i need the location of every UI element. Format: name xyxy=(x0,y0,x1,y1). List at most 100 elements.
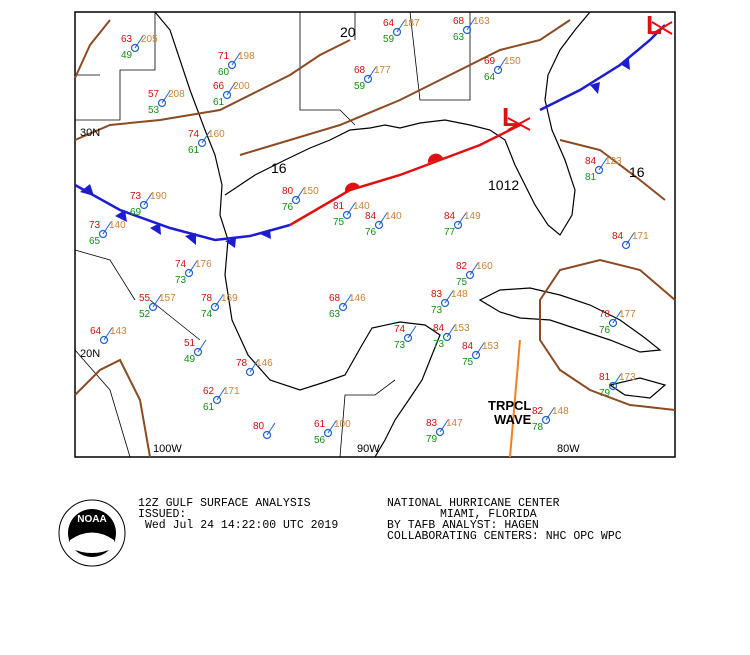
station-dewpoint: 76 xyxy=(365,227,377,238)
station-dewpoint: 75 xyxy=(333,217,345,228)
wind-barb xyxy=(295,187,305,201)
wind-barb xyxy=(346,202,356,216)
station-dewpoint: 77 xyxy=(444,227,456,238)
station-temp: 62 xyxy=(203,386,215,397)
location: MIAMI, FLORIDA xyxy=(440,508,537,521)
coastline xyxy=(478,287,662,353)
feature-label: TRPCL xyxy=(488,398,531,413)
station-temp: 57 xyxy=(148,89,160,100)
station-dewpoint: 73 xyxy=(175,275,187,286)
station-circle xyxy=(363,74,373,84)
station-temp: 84 xyxy=(462,341,474,352)
station-circle xyxy=(493,65,503,75)
station-circle xyxy=(442,332,452,342)
front-symbol xyxy=(80,184,271,248)
grid-label: 100W xyxy=(153,443,182,455)
station-temp: 55 xyxy=(139,293,151,304)
wind-barb xyxy=(407,325,417,339)
wind-barb xyxy=(249,359,259,373)
station-pressure: 140 xyxy=(385,211,402,222)
station-dewpoint: 79 xyxy=(599,388,611,399)
wind-barb xyxy=(598,157,608,171)
station-circle xyxy=(98,229,108,239)
station-pressure: 140 xyxy=(353,201,370,212)
station-dewpoint: 49 xyxy=(184,354,196,365)
station-dewpoint: 69 xyxy=(130,207,142,218)
station-pressure: 177 xyxy=(619,309,636,320)
issued-label: ISSUED: xyxy=(138,508,186,521)
wind-barb xyxy=(216,387,226,401)
wind-barb xyxy=(327,420,337,434)
low-marker xyxy=(507,21,673,131)
station-dewpoint: 61 xyxy=(213,97,225,108)
station-pressure: 146 xyxy=(349,293,366,304)
grid-label: 20N xyxy=(80,348,100,360)
wind-barb xyxy=(266,422,276,436)
wind-barb xyxy=(161,90,171,104)
wind-barb xyxy=(201,130,211,144)
station-dewpoint: 79 xyxy=(426,434,438,445)
isobar xyxy=(74,358,151,458)
station-dewpoint: 53 xyxy=(148,105,160,116)
station-temp: 66 xyxy=(213,81,225,92)
wind-barb xyxy=(612,310,622,324)
station-circle xyxy=(342,210,352,220)
wind-barb xyxy=(197,339,207,353)
station-temp: 82 xyxy=(456,261,468,272)
wind-barb xyxy=(152,294,162,308)
station-temp: 51 xyxy=(184,338,196,349)
station-dewpoint: 64 xyxy=(484,72,496,83)
isobar-label: 20 xyxy=(340,24,356,40)
station-circle xyxy=(465,270,475,280)
station-temp: 84 xyxy=(585,156,597,167)
station-pressure: 149 xyxy=(464,211,481,222)
station-pressure: 208 xyxy=(168,89,185,100)
isobar xyxy=(239,19,571,156)
station-circle xyxy=(338,302,348,312)
station-circle xyxy=(148,302,158,312)
wind-barb xyxy=(497,57,507,71)
station-temp: 84 xyxy=(365,211,377,222)
wind-barb xyxy=(226,82,236,96)
wind-barb xyxy=(612,373,622,387)
station-dewpoint: 61 xyxy=(188,145,200,156)
station-dewpoint: 56 xyxy=(314,435,326,446)
wind-barb xyxy=(342,294,352,308)
station-circle xyxy=(291,195,301,205)
station-circle xyxy=(608,318,618,328)
wind-barb xyxy=(378,212,388,226)
coastline xyxy=(224,11,591,236)
station-pressure: 176 xyxy=(195,259,212,270)
station-dewpoint: 63 xyxy=(453,32,465,43)
station-circle xyxy=(227,60,237,70)
wind-barb xyxy=(444,290,454,304)
station-dewpoint: 59 xyxy=(383,34,395,45)
station-pressure: 187 xyxy=(403,18,420,29)
station-circle xyxy=(608,381,618,391)
feature-label: WAVE xyxy=(494,412,532,427)
analyst: BY TAFB ANALYST: HAGEN xyxy=(387,519,539,532)
station-dewpoint: 59 xyxy=(354,81,366,92)
station-pressure: 123 xyxy=(605,156,622,167)
station-dewpoint: 65 xyxy=(89,236,101,247)
wind-barb xyxy=(134,35,144,49)
station-pressure: 150 xyxy=(504,56,521,67)
station-pressure: 160 xyxy=(476,261,493,272)
station-temp: 68 xyxy=(354,65,366,76)
station-circle xyxy=(374,220,384,230)
front-symbol xyxy=(344,153,443,192)
station-dewpoint: 49 xyxy=(121,50,133,61)
pressure-center: L xyxy=(646,10,662,40)
coastline xyxy=(608,377,667,399)
station-temp: 69 xyxy=(484,56,496,67)
map-frame xyxy=(74,11,676,458)
wind-barb xyxy=(103,327,113,341)
station-temp: 84 xyxy=(433,323,445,334)
grid-label: 30N xyxy=(80,127,100,139)
station-pressure: 169 xyxy=(221,293,238,304)
title: 12Z GULF SURFACE ANALYSIS xyxy=(138,497,311,510)
footer: NOAA 12Z GULF SURFACE ANALYSIS ISSUED: W… xyxy=(58,497,622,567)
station-pressure: 200 xyxy=(233,81,250,92)
station-pressure: 147 xyxy=(446,418,463,429)
wind-barb xyxy=(475,342,485,356)
